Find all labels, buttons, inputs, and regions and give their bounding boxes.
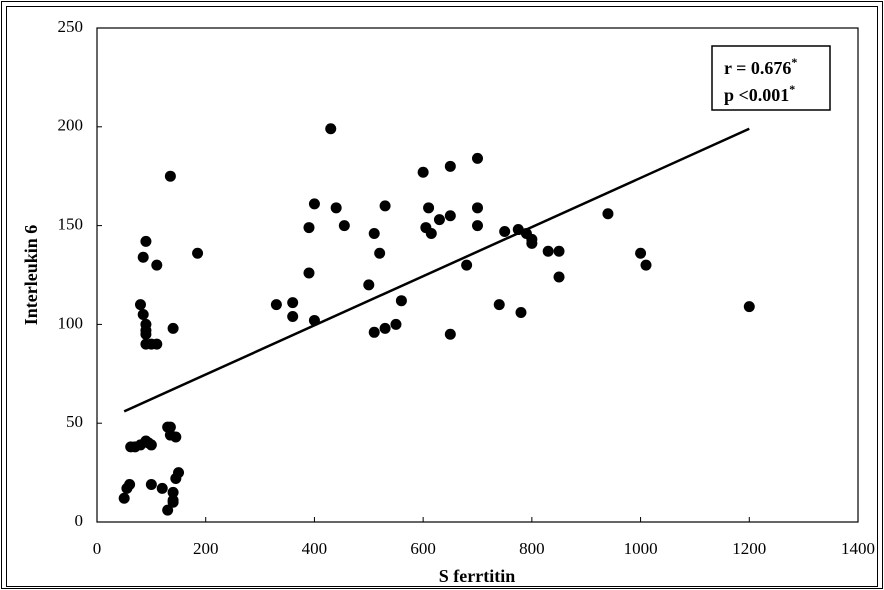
data-point	[303, 267, 315, 279]
data-point	[287, 310, 299, 322]
plot-frame	[96, 27, 859, 523]
data-point	[553, 271, 565, 283]
annotation-sup: *	[791, 55, 797, 69]
data-point	[444, 210, 456, 222]
data-point	[379, 200, 391, 212]
x-tick-label: 1000	[624, 539, 658, 558]
y-tick-label: 100	[58, 313, 84, 332]
data-point	[368, 228, 380, 240]
data-point	[640, 259, 652, 271]
data-point	[472, 220, 483, 232]
x-tick-label: 600	[410, 539, 436, 558]
annotation-sup: *	[789, 82, 795, 96]
data-point	[151, 338, 163, 350]
inner-border	[6, 6, 878, 587]
data-point	[303, 222, 315, 234]
data-point	[156, 482, 168, 494]
x-tick-label: 1400	[841, 539, 875, 558]
data-point	[137, 251, 149, 263]
data-point	[134, 299, 146, 311]
data-point	[472, 202, 483, 214]
data-point	[151, 259, 163, 271]
data-point	[515, 307, 527, 319]
data-point	[379, 322, 391, 334]
data-point	[417, 166, 429, 178]
data-point	[145, 439, 157, 451]
annotation: r = 0.676*	[724, 55, 797, 78]
data-point	[287, 297, 299, 309]
data-point	[472, 152, 483, 164]
data-point	[444, 160, 456, 172]
x-tick-label: 800	[519, 539, 545, 558]
x-tick-label: 1200	[732, 539, 766, 558]
y-tick-label: 150	[58, 215, 84, 234]
data-point	[363, 279, 375, 291]
data-point	[325, 123, 337, 135]
x-axis-title: S ferrtitin	[439, 566, 515, 586]
data-point	[444, 328, 456, 340]
data-point	[162, 504, 174, 516]
annotation-box	[711, 45, 831, 111]
y-tick-label: 200	[58, 116, 84, 135]
data-point	[493, 299, 505, 311]
trend-line	[123, 127, 750, 413]
data-point	[425, 228, 437, 240]
data-point	[167, 496, 179, 508]
x-tick-label: 400	[302, 539, 328, 558]
x-tick-label: 200	[193, 539, 219, 558]
data-point	[553, 245, 565, 257]
data-point	[137, 309, 149, 321]
data-point	[743, 301, 755, 313]
data-point	[192, 247, 204, 259]
data-point	[338, 220, 350, 232]
data-point	[118, 492, 130, 504]
data-point	[270, 299, 282, 311]
data-point	[635, 247, 647, 259]
y-tick-label: 250	[58, 17, 84, 36]
data-point	[167, 322, 179, 334]
x-tick-label: 0	[93, 539, 102, 558]
data-point	[140, 328, 152, 340]
data-point	[512, 224, 524, 236]
data-point	[330, 202, 342, 214]
data-point	[374, 247, 386, 259]
data-point	[423, 202, 435, 214]
data-point	[124, 478, 136, 490]
data-point	[145, 478, 157, 490]
y-tick-label: 50	[66, 412, 83, 431]
data-point	[167, 486, 179, 498]
data-point	[390, 318, 402, 330]
data-point	[461, 259, 473, 271]
data-point	[173, 467, 185, 479]
data-point	[308, 198, 320, 210]
data-point	[433, 214, 445, 226]
data-point	[526, 233, 538, 245]
data-point	[602, 208, 614, 220]
data-point	[170, 431, 182, 443]
data-point	[499, 226, 511, 238]
data-point	[542, 245, 554, 257]
data-point	[368, 326, 380, 338]
data-point	[164, 170, 176, 182]
data-point	[140, 235, 152, 247]
data-point	[395, 295, 407, 307]
data-point	[308, 314, 320, 326]
annotation-text: r = 0.676	[724, 58, 791, 78]
annotation: p <0.001*	[724, 82, 795, 105]
annotation-text: p <0.001	[724, 85, 789, 105]
data-point	[164, 421, 176, 433]
y-tick-label: 0	[75, 511, 84, 530]
y-axis-title: Interleukin 6	[21, 225, 41, 326]
